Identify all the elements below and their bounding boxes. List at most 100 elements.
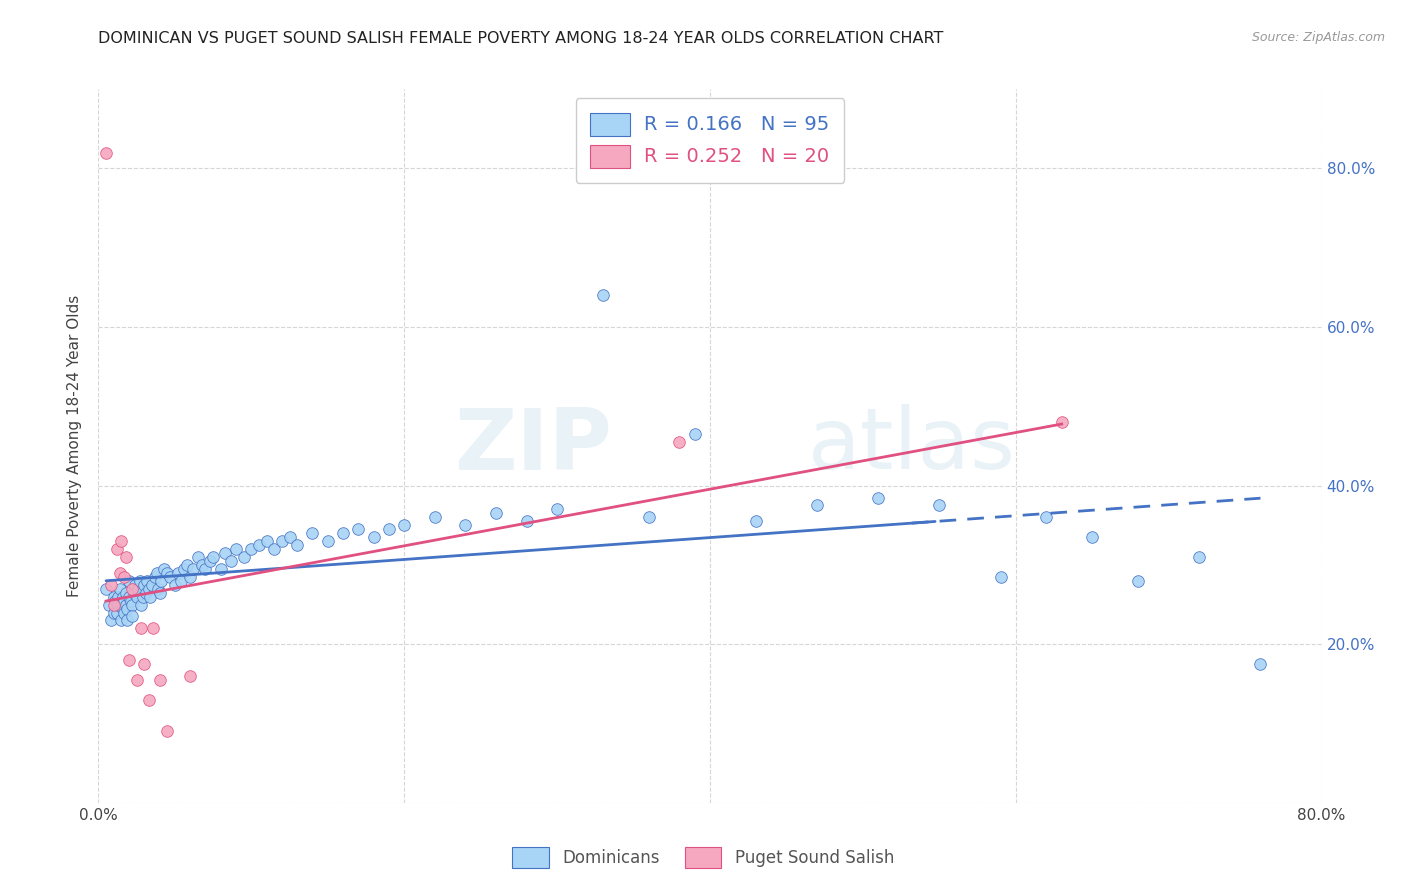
Point xyxy=(214,546,236,560)
Text: atlas: atlas xyxy=(808,404,1017,488)
Point xyxy=(173,562,195,576)
Point xyxy=(221,554,243,568)
Point xyxy=(145,566,167,580)
Point xyxy=(121,582,143,596)
Point xyxy=(124,578,146,592)
Point xyxy=(135,585,157,599)
Point xyxy=(163,578,186,592)
Point xyxy=(143,570,166,584)
Point xyxy=(316,534,339,549)
Point xyxy=(806,499,828,513)
Point xyxy=(121,609,143,624)
Point xyxy=(156,724,179,739)
Point xyxy=(191,558,214,572)
Point xyxy=(928,499,950,513)
Point xyxy=(112,570,135,584)
Point xyxy=(278,530,301,544)
Point xyxy=(209,562,232,576)
Point xyxy=(149,673,172,687)
Point xyxy=(115,549,138,564)
Point xyxy=(136,574,159,588)
Point xyxy=(516,514,538,528)
Point xyxy=(247,538,270,552)
Point xyxy=(423,510,446,524)
Point xyxy=(128,574,150,588)
Point xyxy=(485,507,508,521)
Point xyxy=(117,601,139,615)
Point xyxy=(98,598,121,612)
Point xyxy=(110,534,132,549)
Point xyxy=(104,593,127,607)
Legend: R = 0.166   N = 95, R = 0.252   N = 20: R = 0.166 N = 95, R = 0.252 N = 20 xyxy=(576,98,844,183)
Point xyxy=(263,542,285,557)
Point xyxy=(363,530,385,544)
Point xyxy=(256,534,278,549)
Point xyxy=(115,585,138,599)
Point xyxy=(149,585,172,599)
Point xyxy=(125,590,148,604)
Point xyxy=(378,522,401,536)
Point xyxy=(1081,530,1104,544)
Point xyxy=(139,590,162,604)
Point xyxy=(138,582,160,596)
Point xyxy=(121,598,143,612)
Point xyxy=(112,606,135,620)
Point xyxy=(110,614,132,628)
Point xyxy=(332,526,354,541)
Point xyxy=(108,566,131,580)
Point xyxy=(181,562,204,576)
Point xyxy=(103,590,125,604)
Point xyxy=(118,590,141,604)
Point xyxy=(202,549,225,564)
Point xyxy=(125,673,148,687)
Text: Source: ZipAtlas.com: Source: ZipAtlas.com xyxy=(1251,31,1385,45)
Point xyxy=(127,582,149,596)
Point xyxy=(187,549,209,564)
Point xyxy=(232,549,254,564)
Point xyxy=(141,578,163,592)
Point xyxy=(198,554,221,568)
Point xyxy=(122,585,145,599)
Point xyxy=(103,606,125,620)
Point xyxy=(120,593,142,607)
Point xyxy=(94,582,117,596)
Point xyxy=(301,526,323,541)
Point xyxy=(868,491,890,505)
Point xyxy=(118,574,141,588)
Point xyxy=(683,427,706,442)
Point xyxy=(225,542,247,557)
Point xyxy=(1249,657,1271,671)
Point xyxy=(142,621,165,635)
Point xyxy=(240,542,263,557)
Point xyxy=(94,145,117,160)
Point xyxy=(107,590,129,604)
Point xyxy=(194,562,217,576)
Point xyxy=(990,570,1012,584)
Text: ZIP: ZIP xyxy=(454,404,612,488)
Point xyxy=(1128,574,1150,588)
Point xyxy=(110,598,132,612)
Y-axis label: Female Poverty Among 18-24 Year Olds: Female Poverty Among 18-24 Year Olds xyxy=(67,295,83,597)
Point xyxy=(1188,549,1211,564)
Point xyxy=(546,502,568,516)
Point xyxy=(285,538,308,552)
Legend: Dominicans, Puget Sound Salish: Dominicans, Puget Sound Salish xyxy=(505,840,901,875)
Point xyxy=(132,590,155,604)
Point xyxy=(347,522,370,536)
Point xyxy=(134,578,156,592)
Point xyxy=(146,582,169,596)
Point xyxy=(159,570,181,584)
Point xyxy=(105,606,128,620)
Point xyxy=(107,598,129,612)
Point xyxy=(270,534,292,549)
Point xyxy=(454,518,477,533)
Point xyxy=(111,601,134,615)
Point xyxy=(1035,510,1057,524)
Point xyxy=(108,582,131,596)
Point xyxy=(156,566,179,580)
Point xyxy=(592,288,614,302)
Point xyxy=(1050,415,1073,429)
Point xyxy=(138,692,160,706)
Point xyxy=(105,542,128,557)
Point xyxy=(118,653,141,667)
